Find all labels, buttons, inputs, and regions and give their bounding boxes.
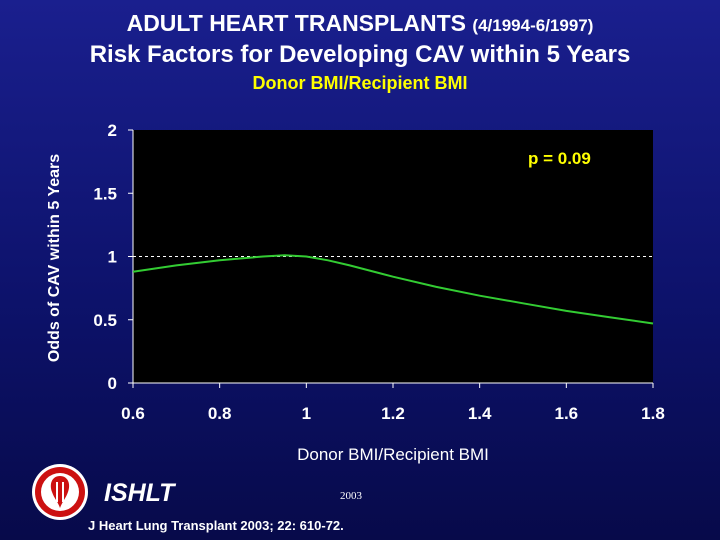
y-tick-label: 1 [108,248,117,267]
title-date-range: (4/1994-6/1997) [472,16,594,35]
x-axis-label: Donor BMI/Recipient BMI [297,445,489,464]
x-tick-label: 1.6 [555,404,579,423]
ticks: 0.6 0.8 1 1.2 1.4 1.6 1.8 0 0.5 1 1.5 2 [93,121,664,423]
title-main: ADULT HEART TRANSPLANTS [126,10,467,36]
series-line [132,254,654,325]
x-tick-label: 1.2 [381,404,405,423]
p-value-annotation: p = 0.09 [528,149,591,168]
organization-name: ISHLT [104,479,175,507]
x-tick-label: 0.6 [121,404,145,423]
y-tick-label: 0 [108,374,117,393]
y-tick-label: 0.5 [93,311,117,330]
y-tick-label: 2 [108,121,117,140]
x-tick-label: 1.4 [468,404,492,423]
x-tick-label: 1.8 [641,404,665,423]
x-tick-label: 0.8 [208,404,232,423]
x-tick-label: 1 [302,404,311,423]
year-label: 2003 [340,490,362,502]
citation: J Heart Lung Transplant 2003; 22: 610-72… [88,518,344,533]
ishlt-logo-icon [32,464,88,520]
chart-title: ADULT HEART TRANSPLANTS (4/1994-6/1997) [0,10,720,37]
series-group [132,254,654,325]
y-tick-label: 1.5 [93,184,117,203]
chart-subtitle: Donor BMI/Recipient BMI [252,73,468,93]
chart-title-line2: Risk Factors for Developing CAV within 5… [89,41,631,68]
